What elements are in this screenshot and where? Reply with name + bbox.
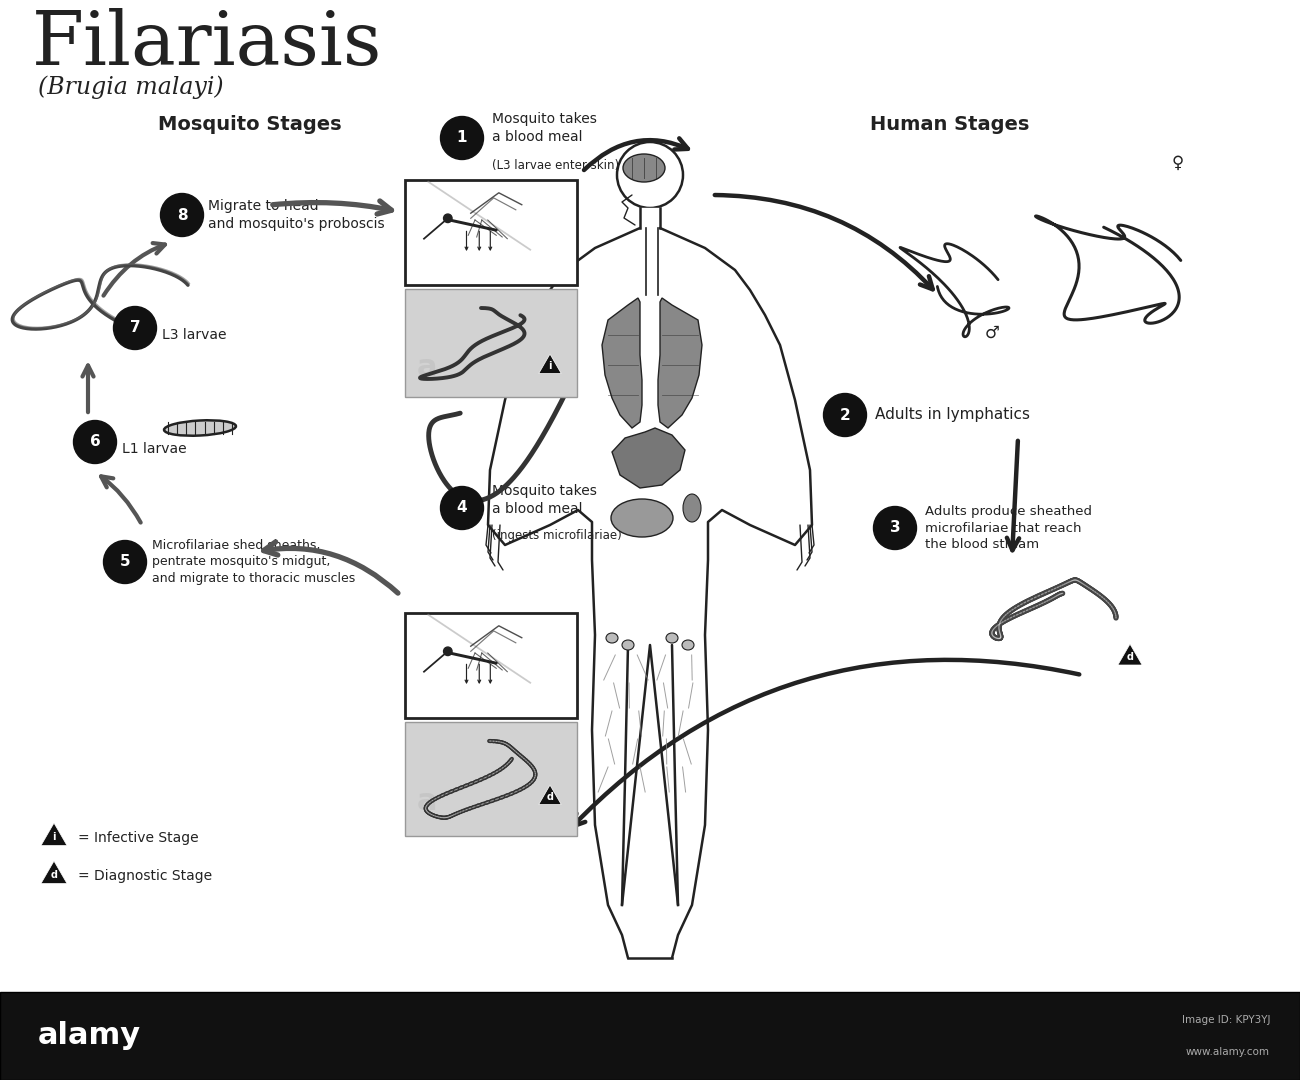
Circle shape — [441, 117, 484, 160]
Circle shape — [874, 507, 916, 550]
Ellipse shape — [164, 420, 237, 435]
Text: Mosquito takes
a blood meal: Mosquito takes a blood meal — [491, 484, 597, 516]
Text: www.alamy.com: www.alamy.com — [1186, 1047, 1270, 1057]
Circle shape — [443, 647, 452, 656]
FancyBboxPatch shape — [406, 180, 577, 285]
Ellipse shape — [606, 633, 618, 643]
Text: d: d — [51, 870, 57, 880]
Polygon shape — [488, 228, 812, 958]
Text: 6: 6 — [90, 434, 100, 449]
Text: Image ID: KPY3YJ: Image ID: KPY3YJ — [1182, 1015, 1270, 1025]
Circle shape — [74, 420, 117, 463]
FancyBboxPatch shape — [406, 613, 577, 718]
Circle shape — [618, 141, 682, 208]
Text: ♀: ♀ — [1173, 154, 1184, 172]
Ellipse shape — [682, 640, 694, 650]
Text: d: d — [1127, 652, 1134, 662]
Text: ♂: ♂ — [985, 324, 1000, 342]
Text: 5: 5 — [120, 554, 130, 569]
Text: (ingests microfilariae): (ingests microfilariae) — [491, 528, 621, 541]
Circle shape — [443, 214, 452, 222]
Text: i: i — [52, 832, 56, 842]
Text: Migrate to head
and mosquito's proboscis: Migrate to head and mosquito's proboscis — [208, 199, 385, 231]
FancyBboxPatch shape — [0, 993, 1300, 1080]
Text: a: a — [417, 352, 437, 381]
Text: 3: 3 — [889, 521, 901, 536]
Text: Microfilariae shed sheaths,
pentrate mosquito's midgut,
and migrate to thoracic : Microfilariae shed sheaths, pentrate mos… — [152, 539, 355, 585]
Text: = Infective Stage: = Infective Stage — [78, 831, 199, 845]
Text: 4: 4 — [456, 500, 467, 515]
Text: (L3 larvae enter skin): (L3 larvae enter skin) — [491, 159, 619, 172]
Ellipse shape — [666, 633, 679, 643]
Text: a: a — [417, 786, 437, 815]
Text: 1: 1 — [456, 131, 467, 146]
Text: 8: 8 — [177, 207, 187, 222]
Text: Mosquito takes
a blood meal: Mosquito takes a blood meal — [491, 112, 597, 144]
Text: Filariasis: Filariasis — [32, 8, 382, 81]
Ellipse shape — [623, 154, 666, 183]
Polygon shape — [658, 298, 702, 428]
Ellipse shape — [621, 640, 634, 650]
Text: Adults produce sheathed
microfilariae that reach
the blood stream: Adults produce sheathed microfilariae th… — [926, 504, 1092, 552]
Circle shape — [823, 393, 867, 436]
Text: L3 larvae: L3 larvae — [162, 328, 226, 342]
Text: = Diagnostic Stage: = Diagnostic Stage — [78, 869, 212, 883]
Text: 7: 7 — [130, 321, 140, 336]
Ellipse shape — [611, 499, 673, 537]
Text: Human Stages: Human Stages — [870, 116, 1030, 135]
Ellipse shape — [682, 494, 701, 522]
FancyBboxPatch shape — [406, 723, 577, 836]
Text: i: i — [549, 361, 551, 372]
Text: d: d — [546, 792, 554, 802]
Circle shape — [160, 193, 204, 237]
Text: Adults in lymphatics: Adults in lymphatics — [875, 407, 1030, 422]
Text: Mosquito Stages: Mosquito Stages — [159, 116, 342, 135]
Circle shape — [113, 307, 156, 350]
Polygon shape — [602, 298, 642, 428]
Polygon shape — [612, 428, 685, 488]
Text: L1 larvae: L1 larvae — [122, 442, 187, 456]
Circle shape — [441, 486, 484, 529]
Text: (Brugia malayi): (Brugia malayi) — [38, 75, 224, 98]
Text: 2: 2 — [840, 407, 850, 422]
FancyBboxPatch shape — [406, 289, 577, 397]
Circle shape — [104, 540, 147, 583]
Text: alamy: alamy — [38, 1022, 142, 1051]
